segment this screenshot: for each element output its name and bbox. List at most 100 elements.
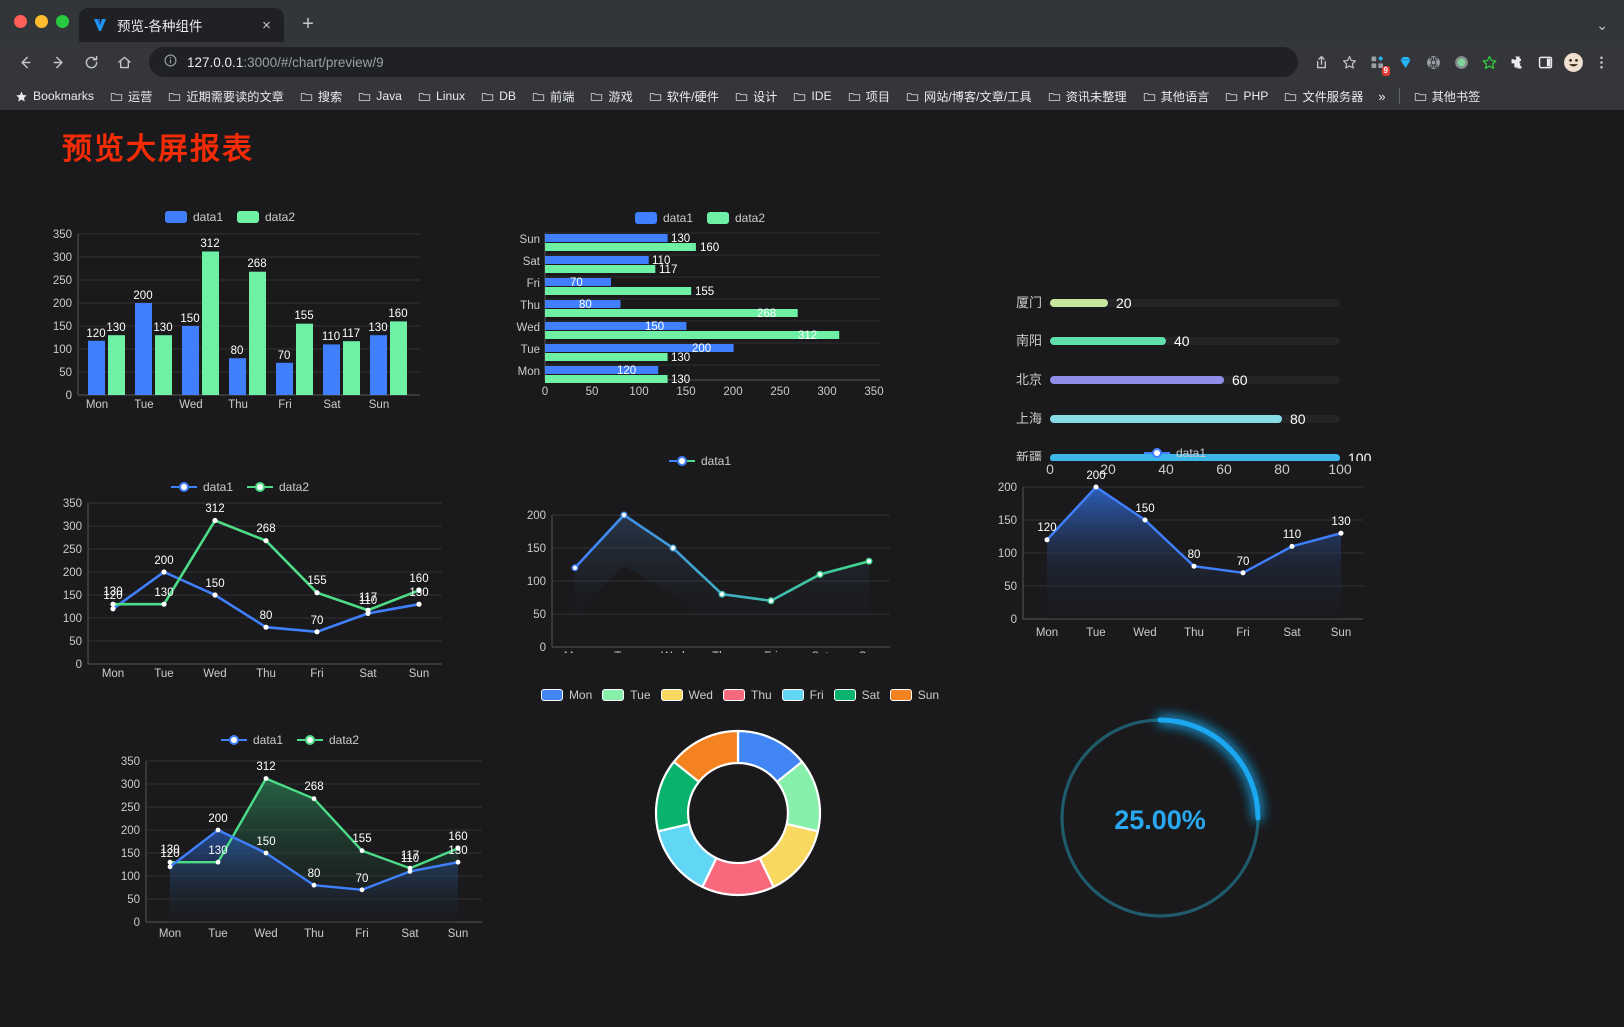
chart-line-gradient[interactable]: data1	[500, 454, 900, 669]
bookmark-folder-3[interactable]: Java	[351, 86, 409, 106]
window-controls	[12, 0, 79, 42]
legend-item-wed[interactable]: Wed	[660, 688, 713, 702]
legend-item-data1[interactable]: data1	[220, 733, 283, 747]
legend-item-fri[interactable]: Fri	[781, 688, 824, 702]
maximize-window-button[interactable]	[56, 14, 69, 28]
chart-bar-vertical[interactable]: data1 data2	[20, 206, 440, 421]
legend-item-data2[interactable]: data2	[297, 733, 359, 747]
chart-area-single[interactable]: data1	[975, 446, 1375, 661]
circle-green-icon[interactable]	[1448, 49, 1474, 75]
share-icon[interactable]	[1308, 49, 1334, 75]
chart-area-stacked[interactable]: data1 data2	[90, 733, 490, 963]
legend-label: data1	[1175, 446, 1207, 460]
close-tab-button[interactable]: ×	[262, 16, 271, 34]
new-tab-button[interactable]: +	[302, 12, 314, 35]
bookmark-label: Linux	[435, 89, 466, 103]
minimize-window-button[interactable]	[35, 14, 48, 28]
bookmark-folder-7[interactable]: 游戏	[583, 84, 639, 108]
legend-item-sat[interactable]: Sat	[833, 688, 880, 702]
donut-slice-fri	[657, 823, 718, 888]
folder-icon	[169, 92, 181, 101]
bookmark-folder-2[interactable]: 搜索	[293, 84, 349, 108]
line-points-data1	[110, 569, 422, 635]
chart-progress-bars[interactable]: 厦门 南阳 北京 上海 新疆 20 40 60 80 100 0 20 40	[990, 206, 1390, 477]
address-bar[interactable]: 127.0.0.1:3000/#/chart/preview/9	[149, 47, 1298, 77]
command-icon[interactable]	[1420, 49, 1446, 75]
bookmark-folder-15[interactable]: PHP	[1218, 86, 1275, 106]
legend-item-data1[interactable]: data1	[634, 211, 693, 225]
legend-item-sun[interactable]: Sun	[889, 688, 939, 702]
legend-swatch-icon	[164, 211, 187, 223]
bookmark-label: 近期需要读的文章	[186, 90, 284, 104]
star-outline-green-icon[interactable]	[1476, 49, 1502, 75]
back-button[interactable]	[10, 47, 40, 77]
bookmark-star-icon[interactable]	[1336, 49, 1362, 75]
bookmark-folder-0[interactable]: 运营	[103, 84, 159, 108]
legend-item-data2[interactable]: data2	[237, 210, 295, 224]
forward-button[interactable]	[43, 47, 73, 77]
chart-bar-horizontal[interactable]: data1 data2	[500, 206, 900, 421]
svg-text:120: 120	[160, 848, 179, 860]
legend-item-data1[interactable]: data1	[170, 480, 233, 494]
avatar-icon[interactable]	[1560, 49, 1586, 75]
chart-gauge[interactable]: 25.00%	[1035, 678, 1285, 948]
legend-item-thu[interactable]: Thu	[722, 688, 772, 702]
extensions-grid-icon[interactable]: 9	[1364, 49, 1390, 76]
site-info-icon[interactable]	[163, 53, 178, 71]
chevron-down-icon[interactable]: ⌄	[1596, 17, 1608, 33]
diamond-icon[interactable]	[1392, 49, 1418, 75]
bookmark-folder-16[interactable]: 文件服务器	[1277, 84, 1370, 108]
home-button[interactable]	[109, 47, 139, 77]
app-logo-icon	[91, 17, 108, 34]
legend-item-data1[interactable]: data1	[1143, 446, 1207, 460]
bookmark-label: 软件/硬件	[666, 90, 719, 104]
more-menu-icon[interactable]	[1588, 49, 1614, 75]
browser-tab[interactable]: 预览-各种组件 ×	[79, 8, 284, 42]
svg-text:150: 150	[180, 313, 199, 325]
legend-item-data1[interactable]: data1	[164, 210, 223, 224]
svg-text:0: 0	[540, 642, 546, 653]
chart-donut[interactable]: Mon Tue Wed Thu	[520, 688, 960, 948]
other-bookmarks-folder[interactable]: 其他书签	[1407, 84, 1488, 108]
bookmark-folder-14[interactable]: 其他语言	[1136, 84, 1217, 108]
bookmarks-overflow-button[interactable]: »	[1378, 88, 1386, 104]
legend-item-tue[interactable]: Tue	[602, 688, 651, 702]
svg-text:150: 150	[527, 543, 546, 555]
bookmark-label: DB	[499, 89, 517, 103]
bookmark-folder-13[interactable]: 资讯未整理	[1041, 84, 1134, 108]
bookmark-folder-1[interactable]: 近期需要读的文章	[161, 84, 291, 108]
bookmark-folder-4[interactable]: Linux	[411, 86, 472, 106]
bookmark-manager-item[interactable]: Bookmarks	[8, 86, 101, 106]
svg-text:Mon: Mon	[1036, 627, 1058, 639]
sidepanel-icon[interactable]	[1532, 49, 1558, 75]
donut-ring	[654, 729, 822, 897]
bookmark-folder-11[interactable]: 项目	[841, 84, 897, 108]
bookmark-folder-5[interactable]: DB	[474, 86, 523, 106]
reload-button[interactable]	[76, 47, 106, 77]
legend-item-mon[interactable]: Mon	[540, 688, 592, 702]
line-gradient-svg: 200 150 100 50 0	[527, 510, 890, 663]
legend-line-gradient: data1	[500, 454, 900, 468]
svg-text:130: 130	[448, 845, 467, 857]
chart-line-dual[interactable]: data1 data2	[30, 480, 450, 695]
svg-text:110: 110	[401, 853, 419, 865]
svg-text:160: 160	[388, 308, 407, 320]
legend-item-data2[interactable]: data2	[707, 211, 765, 225]
area-stacked-svg: 350 300 250 200 150 100 50 0	[121, 756, 482, 940]
bookmark-folder-10[interactable]: IDE	[786, 86, 838, 106]
bookmark-folder-8[interactable]: 软件/硬件	[642, 84, 726, 108]
progress-beijing	[1050, 376, 1224, 384]
svg-text:Sun: Sun	[520, 234, 540, 246]
legend-item-data1[interactable]: data1	[668, 454, 731, 468]
svg-text:100: 100	[1328, 461, 1352, 477]
svg-text:Fri: Fri	[355, 928, 368, 940]
folder-icon	[1048, 92, 1060, 101]
folder-icon	[532, 92, 545, 101]
legend-label: data1	[202, 480, 233, 494]
close-window-button[interactable]	[14, 14, 27, 28]
bookmark-folder-6[interactable]: 前端	[525, 84, 581, 108]
bookmark-folder-12[interactable]: 网站/博客/文章/工具	[899, 84, 1039, 108]
legend-item-data2[interactable]: data2	[247, 480, 309, 494]
bookmark-folder-9[interactable]: 设计	[728, 84, 784, 108]
puzzle-icon[interactable]	[1504, 49, 1530, 75]
